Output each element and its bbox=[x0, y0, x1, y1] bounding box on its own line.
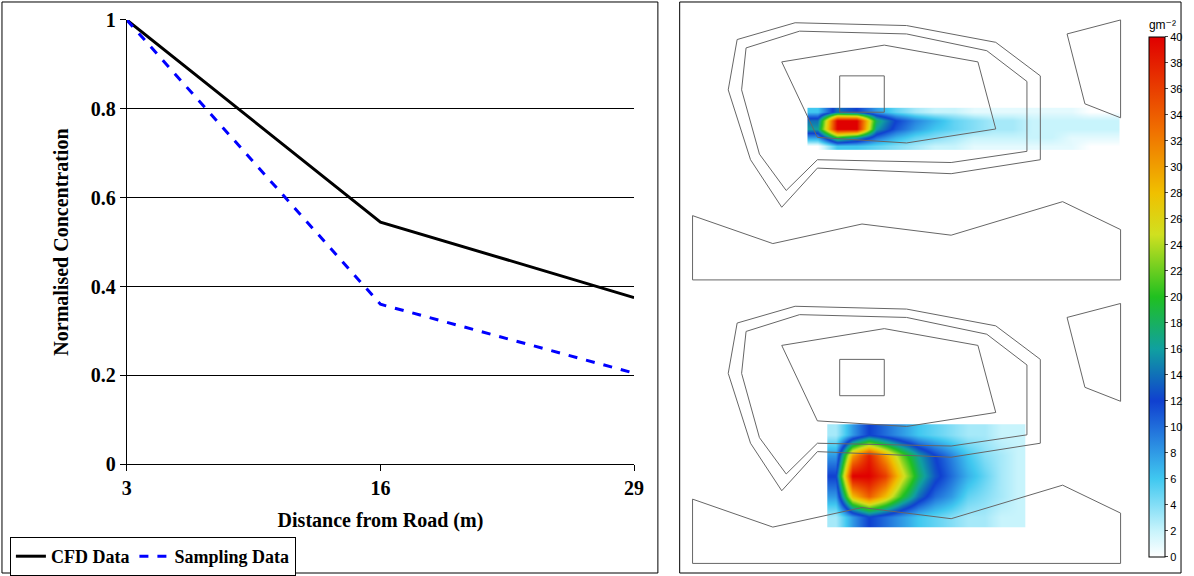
svg-text:29: 29 bbox=[624, 477, 644, 499]
svg-text:12: 12 bbox=[1170, 395, 1182, 407]
svg-text:24: 24 bbox=[1170, 239, 1182, 251]
svg-text:18: 18 bbox=[1170, 317, 1182, 329]
svg-text:14: 14 bbox=[1170, 369, 1182, 381]
svg-text:26: 26 bbox=[1170, 213, 1182, 225]
svg-text:CFD Data: CFD Data bbox=[51, 547, 129, 567]
svg-text:10: 10 bbox=[1170, 421, 1182, 433]
svg-text:2: 2 bbox=[1170, 525, 1176, 537]
svg-text:4: 4 bbox=[1170, 499, 1176, 511]
svg-text:8: 8 bbox=[1170, 447, 1176, 459]
svg-text:3: 3 bbox=[122, 477, 132, 499]
svg-text:34: 34 bbox=[1170, 109, 1182, 121]
svg-text:40: 40 bbox=[1170, 31, 1182, 43]
svg-text:0: 0 bbox=[106, 453, 116, 475]
svg-text:30: 30 bbox=[1170, 161, 1182, 173]
svg-text:Sampling Data: Sampling Data bbox=[174, 547, 289, 567]
svg-text:Distance from Road (m): Distance from Road (m) bbox=[278, 509, 484, 532]
svg-text:0.4: 0.4 bbox=[91, 276, 116, 298]
svg-text:16: 16 bbox=[1170, 343, 1182, 355]
svg-text:6: 6 bbox=[1170, 473, 1176, 485]
svg-text:20: 20 bbox=[1170, 291, 1182, 303]
svg-text:0.6: 0.6 bbox=[91, 187, 116, 209]
svg-text:Normalised Concentration: Normalised Concentration bbox=[50, 128, 72, 355]
svg-text:16: 16 bbox=[370, 477, 390, 499]
svg-text:1: 1 bbox=[106, 9, 116, 31]
svg-text:32: 32 bbox=[1170, 135, 1182, 147]
svg-text:0.2: 0.2 bbox=[91, 364, 116, 386]
svg-text:22: 22 bbox=[1170, 265, 1182, 277]
svg-text:0.8: 0.8 bbox=[91, 98, 116, 120]
svg-text:36: 36 bbox=[1170, 83, 1182, 95]
svg-text:gm⁻²: gm⁻² bbox=[1149, 18, 1176, 32]
svg-text:0: 0 bbox=[1170, 551, 1176, 563]
svg-text:38: 38 bbox=[1170, 57, 1182, 69]
svg-text:28: 28 bbox=[1170, 187, 1182, 199]
